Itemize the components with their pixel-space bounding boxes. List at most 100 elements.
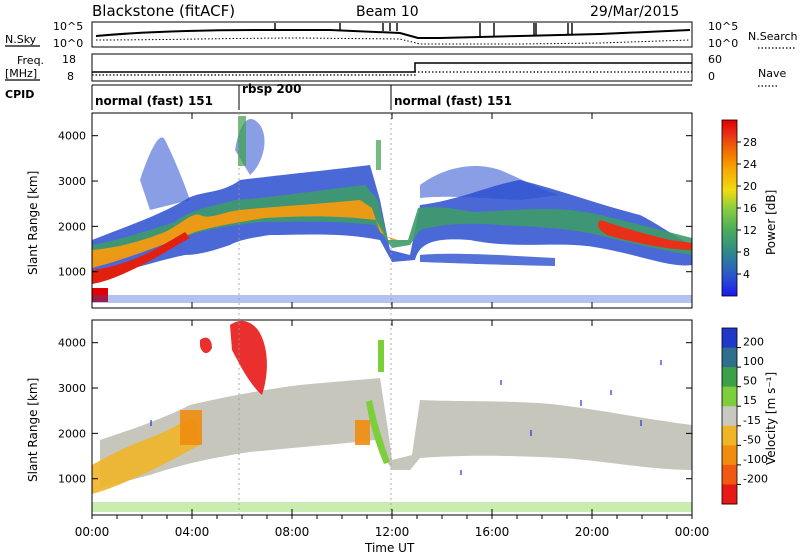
power-y-tick-label: 4000	[58, 130, 86, 143]
nave-tick-bottom: 0	[708, 70, 715, 83]
velocity-colorbar-block	[722, 406, 737, 427]
velocity-colorbar-block	[722, 425, 737, 446]
velocity-colorbar-tick-label: 100	[743, 355, 764, 368]
power-band-red	[92, 232, 190, 284]
velocity-y-tick-label: 1000	[58, 473, 86, 486]
power-low-range-red	[92, 288, 108, 302]
freq-label-2: [MHz]	[5, 67, 37, 80]
velocity-colorbar-block	[722, 386, 737, 407]
power-y-ticks: 1000 2000 3000 4000	[58, 130, 692, 279]
velocity-colorbar-tick-label: -15	[743, 414, 761, 427]
velocity-colorbar-ticks: 200 100 50 15 -15 -50 -100 -200	[737, 336, 768, 485]
velocity-orange-spot-2	[355, 420, 370, 445]
power-spike-green	[238, 116, 381, 170]
power-colorbar-tick-label: 28	[743, 136, 757, 149]
time-axis: 00:00 04:00 08:00 12:00 16:00 20:00 00:00	[75, 113, 710, 539]
power-panel: Slant Range [km] 1000 2000 3000 4000 4 8 12 16…	[26, 112, 778, 309]
freq-trace	[92, 62, 692, 73]
power-colorbar-tick-label: 8	[743, 246, 750, 259]
power-colorbar-label: Power [dB]	[764, 190, 778, 255]
velocity-orange	[92, 418, 200, 494]
nsky-trace	[95, 29, 691, 39]
time-tick-label: 00:00	[675, 525, 710, 539]
time-tick-label: 08:00	[275, 525, 310, 539]
nsky-tick-top: 10^5	[53, 20, 83, 33]
power-y-tick-label: 1000	[58, 266, 86, 279]
cpid-label: CPID	[5, 88, 34, 101]
velocity-grey-band	[100, 378, 692, 488]
date-title: 29/Mar/2015	[590, 4, 679, 20]
velocity-colorbar-tick-label: -100	[743, 453, 768, 466]
time-tick-label: 12:00	[375, 525, 410, 539]
nsky-tick-bottom: 10^0	[53, 37, 83, 50]
power-colorbar-ticks: 4 8 12 16 20 24 28	[737, 136, 757, 281]
velocity-colorbar-block	[722, 367, 737, 388]
power-band-red-2	[598, 220, 692, 250]
power-colorbar: 4 8 12 16 20 24 28 Power [dB]	[721, 119, 778, 297]
velocity-y-tick-label: 4000	[58, 337, 86, 350]
freq-tick-top: 18	[62, 53, 76, 66]
velocity-colorbar-tick-label: -50	[743, 433, 761, 446]
velocity-colorbar-tick-label: -200	[743, 472, 768, 485]
beam-title: Beam 10	[356, 4, 419, 20]
velocity-colorbar-block	[722, 484, 737, 505]
velocity-colorbar-block	[722, 464, 737, 485]
nave-tick-top: 60	[708, 53, 722, 66]
power-colorbar-tick-label: 20	[743, 180, 757, 193]
velocity-y-tick-label: 3000	[58, 382, 86, 395]
nave-label: Nave	[758, 67, 786, 80]
power-y-tick-label: 2000	[58, 220, 86, 233]
velocity-y-ticks: 1000 2000 3000 4000	[58, 337, 692, 486]
nsearch-label: N.Search	[748, 30, 798, 43]
power-colorbar-tick-label: 16	[743, 202, 757, 215]
nsky-frame	[91, 21, 693, 48]
velocity-panel: Slant Range [km] 1000 2000 3000 4000 200 100…	[26, 319, 778, 516]
velocity-colorbar: 200 100 50 15 -15 -50 -100 -200 Velocity [m s⁻¹…	[721, 327, 778, 505]
cpid-segment-2: rbsp 200	[242, 82, 301, 96]
velocity-colorbar-block	[722, 347, 737, 368]
nsearch-tick-bottom: 10^0	[708, 37, 738, 50]
velocity-colorbar-label: Velocity [m s⁻¹]	[764, 372, 778, 465]
power-lower-band	[420, 253, 555, 266]
velocity-colorbar-block	[722, 328, 737, 349]
velocity-colorbar-tick-label: 50	[743, 375, 757, 388]
power-colorbar-tick-label: 4	[743, 268, 750, 281]
power-colorbar-tick-label: 12	[743, 224, 757, 237]
freq-panel: Freq. [MHz] 18 8 60 0 Nave	[5, 53, 786, 87]
nsky-panel: N.Sky 10^5 10^0 10^5 10^0 N.Search	[5, 20, 798, 50]
time-tick-label: 00:00	[75, 525, 110, 539]
nsearch-tick-top: 10^5	[708, 20, 738, 33]
nsky-label: N.Sky	[5, 33, 37, 46]
power-ground-speckle	[92, 295, 692, 303]
velocity-colorbar-tick-label: 200	[743, 336, 764, 349]
velocity-colorbar-blocks	[721, 327, 738, 505]
power-band-green	[92, 185, 692, 262]
velocity-ylabel: Slant Range [km]	[26, 378, 40, 482]
velocity-red-burst	[200, 320, 267, 395]
power-band-orange	[92, 200, 398, 268]
velocity-y-tick-label: 2000	[58, 427, 86, 440]
freq-frame	[91, 53, 693, 82]
power-colorbar-tick-label: 24	[743, 158, 757, 171]
nave-trace	[92, 71, 692, 76]
cpid-panel: CPID normal (fast) 151 rbsp 200 normal (…	[5, 82, 692, 110]
velocity-scatter-blue	[150, 360, 662, 475]
velocity-ground-speckle	[92, 502, 692, 512]
freq-label-1: Freq.	[17, 54, 44, 67]
nsky-spikes	[274, 23, 573, 37]
time-axis-label: Time UT	[364, 541, 415, 554]
velocity-green-streak	[366, 340, 390, 464]
cpid-segment-3: normal (fast) 151	[394, 94, 512, 108]
time-tick-label: 16:00	[475, 525, 510, 539]
cpid-segment-1: normal (fast) 151	[95, 94, 213, 108]
power-colorbar-gradient	[721, 119, 738, 297]
velocity-orange-spot	[180, 410, 202, 445]
station-title: Blackstone (fitACF)	[92, 2, 235, 20]
power-ylabel: Slant Range [km]	[26, 171, 40, 275]
time-tick-label: 20:00	[575, 525, 610, 539]
time-tick-label: 04:00	[175, 525, 210, 539]
velocity-heatmap	[92, 320, 692, 512]
velocity-colorbar-tick-label: 15	[743, 394, 757, 407]
power-heatmap	[92, 116, 692, 303]
